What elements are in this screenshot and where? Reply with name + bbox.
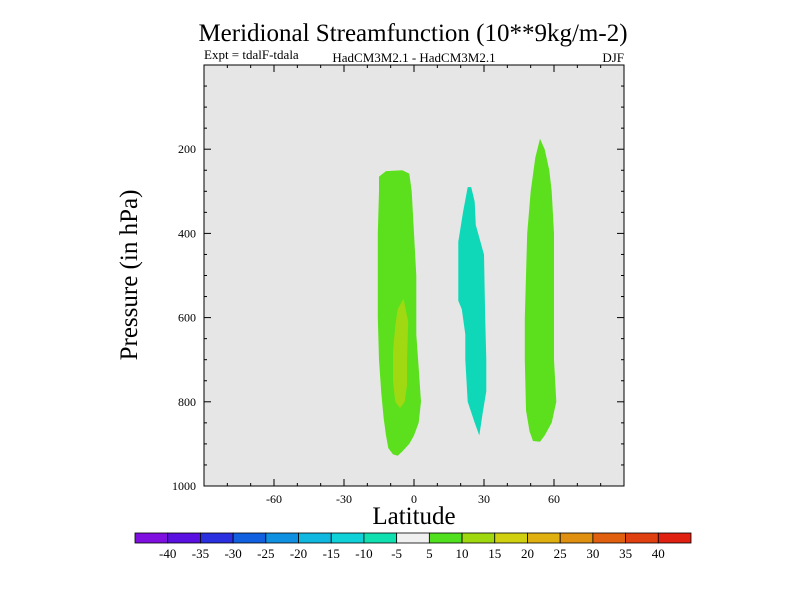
chart-title: Meridional Streamfunction (10**9kg/m-2) (198, 20, 627, 47)
x-tick-label: -30 (336, 492, 352, 506)
y-tick-label: 800 (178, 395, 196, 409)
contour-tropical-cell (458, 187, 487, 436)
colorbar-label: 35 (619, 546, 632, 561)
contour-northern-cell-band (524, 138, 557, 442)
x-tick-label: -60 (266, 492, 282, 506)
y-tick-label: 400 (178, 226, 196, 240)
colorbar-swatch (134, 532, 169, 544)
colorbar-label: 25 (554, 546, 567, 561)
colorbar-label: -30 (224, 546, 241, 561)
colorbar-label: -20 (290, 546, 307, 561)
contour-regions (377, 138, 557, 456)
x-tick-label: 0 (411, 492, 417, 506)
colorbar-label: -15 (323, 546, 340, 561)
colorbar-label: -10 (355, 546, 372, 561)
y-tick-label: 1000 (172, 479, 196, 493)
colorbar-swatch (200, 532, 234, 544)
colorbar-swatch (494, 532, 528, 544)
x-axis-label: Latitude (372, 503, 455, 530)
colorbar-swatch (657, 532, 692, 544)
subtitle-right: DJF (602, 50, 624, 65)
colorbar-swatch (527, 532, 561, 544)
contour-southern-cell-core (393, 298, 409, 409)
y-tick-label: 200 (178, 142, 196, 156)
colorbar-label: 30 (586, 546, 599, 561)
colorbar-swatch (461, 532, 496, 544)
colorbar-label: 15 (488, 546, 501, 561)
y-axis-label: Pressure (in hPa) (116, 190, 143, 361)
colorbar-label: 5 (426, 546, 433, 561)
colorbar-label: -40 (159, 546, 176, 561)
colorbar-swatch (167, 532, 201, 544)
subtitle-center: HadCM3M2.1 - HadCM3M2.1 (332, 50, 495, 65)
colorbar-swatch (592, 532, 626, 544)
colorbar-swatch (396, 532, 430, 544)
colorbar-label: 10 (456, 546, 469, 561)
colorbar-label: -5 (391, 546, 402, 561)
x-tick-label: 60 (548, 492, 560, 506)
colorbar-swatch (559, 532, 594, 544)
colorbar-label: 20 (521, 546, 534, 561)
colorbar-swatch (298, 532, 332, 544)
colorbar-swatch (428, 532, 463, 544)
axis-ticks: -60 -30 0 30 60 200 400 600 800 1000 (172, 65, 624, 506)
subtitle-left: Expt = tdalF-tdala (204, 47, 299, 62)
colorbar-swatch (330, 532, 365, 544)
y-tick-label: 600 (178, 311, 196, 325)
colorbar-swatch (232, 532, 267, 544)
colorbar-label: 40 (652, 546, 665, 561)
colorbar-label: -35 (192, 546, 209, 561)
colorbar-swatch (265, 532, 299, 544)
colorbar-swatch (363, 532, 398, 544)
x-tick-label: 30 (478, 492, 490, 506)
colorbar-label: -25 (257, 546, 274, 561)
colorbar-swatch (625, 532, 659, 544)
colorbar: -40 -35 -30 -25 -20 -15 -10 -5 5 10 15 20 25 30 35 40 (134, 532, 692, 561)
